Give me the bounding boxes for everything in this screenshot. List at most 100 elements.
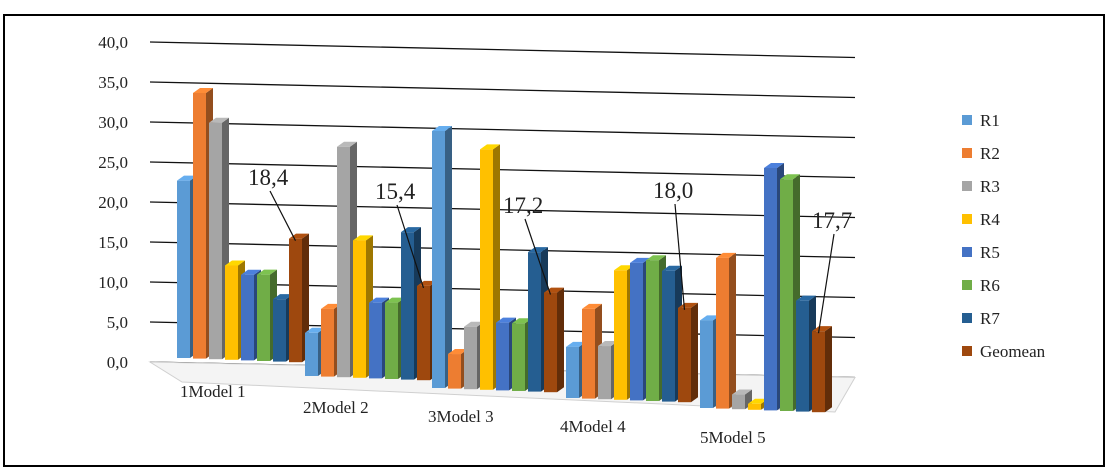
bar — [209, 122, 222, 360]
bar — [385, 302, 398, 379]
bar-top — [764, 163, 784, 169]
bar — [369, 302, 382, 379]
y-tick-label: 20,0 — [98, 193, 128, 212]
gridline — [149, 161, 856, 179]
legend-label: Geomean — [980, 342, 1046, 361]
category-label: 1Model 1 — [180, 382, 246, 401]
bar — [321, 308, 334, 377]
bar — [716, 257, 729, 409]
bar — [464, 326, 477, 390]
gridline — [149, 41, 856, 59]
x-axis: 1Model 1 2Model 2 3Model 3 4Model 4 5Model 5 — [180, 382, 766, 447]
legend-swatch — [962, 115, 972, 125]
bar-top — [528, 247, 548, 253]
bar — [305, 332, 318, 376]
legend-label: R1 — [980, 111, 1000, 130]
bar — [512, 323, 525, 391]
bar — [273, 299, 286, 362]
legend-swatch — [962, 280, 972, 290]
bar — [193, 92, 206, 359]
bar — [582, 308, 595, 399]
bar-top — [646, 255, 666, 261]
bar-top — [193, 87, 213, 93]
bar-side — [445, 126, 452, 388]
legend-swatch — [962, 313, 972, 323]
bar — [496, 322, 509, 391]
legend-label: R5 — [980, 243, 1000, 262]
category-label: 2Model 2 — [303, 398, 369, 417]
bar — [614, 270, 627, 400]
bar — [796, 300, 809, 412]
bar-top — [305, 327, 325, 333]
y-axis: 0,0 5,0 10,0 15,0 20,0 25,0 30,0 35,0 40,0 — [98, 33, 128, 372]
data-label: 15,4 — [375, 179, 416, 204]
bar-top — [480, 144, 500, 150]
bar-side — [825, 326, 832, 413]
bar-top — [369, 297, 389, 303]
leader-line — [396, 204, 425, 289]
gridline — [149, 81, 856, 99]
bar-top — [582, 303, 602, 309]
bar — [544, 292, 557, 393]
bar-top — [448, 349, 468, 355]
bar-top — [512, 318, 532, 324]
y-tick-label: 5,0 — [107, 313, 128, 332]
bar-top — [209, 117, 229, 123]
legend-label: R4 — [980, 210, 1000, 229]
bar — [748, 403, 761, 410]
bar — [780, 179, 793, 411]
y-tick-label: 0,0 — [107, 353, 128, 372]
bar-top — [614, 265, 634, 271]
bar-side — [729, 252, 736, 409]
data-label: 17,2 — [503, 193, 543, 218]
legend-label: R3 — [980, 177, 1000, 196]
bar-top — [225, 260, 245, 266]
leader-line — [817, 233, 835, 334]
bar — [401, 232, 414, 380]
bar-top — [716, 252, 736, 258]
legend-swatch — [962, 181, 972, 191]
category-label: 4Model 4 — [560, 417, 626, 436]
bar — [225, 265, 238, 360]
bar-top — [337, 141, 357, 147]
bar — [353, 240, 366, 378]
y-tick-label: 35,0 — [98, 73, 128, 92]
legend-label: R7 — [980, 309, 1000, 328]
gridline — [149, 201, 856, 219]
bar-top — [796, 295, 816, 301]
y-tick-label: 25,0 — [98, 153, 128, 172]
category-label: 3Model 3 — [428, 407, 494, 426]
bar-top — [566, 341, 586, 347]
bar — [289, 238, 302, 363]
bar-top — [273, 294, 293, 300]
data-labels: 18,4 15,4 17,2 18,0 17,7 — [248, 165, 852, 334]
legend-swatch — [962, 346, 972, 356]
bar — [177, 180, 190, 358]
bar-top — [780, 174, 800, 180]
data-label: 17,7 — [812, 208, 852, 233]
bar-side — [557, 287, 564, 393]
gridline — [149, 241, 856, 259]
bar-side — [691, 302, 698, 403]
bar — [764, 168, 777, 411]
bar-top — [662, 265, 682, 271]
bar-top — [464, 321, 484, 327]
bar-top — [748, 398, 768, 404]
bar-top — [432, 126, 452, 131]
leader-line — [524, 218, 552, 295]
bar-top — [353, 235, 373, 241]
bar — [630, 262, 643, 401]
bar — [480, 149, 493, 390]
bar — [732, 394, 745, 410]
y-tick-label: 15,0 — [98, 233, 128, 252]
bar — [417, 285, 430, 381]
bar — [528, 252, 541, 392]
bar — [337, 146, 350, 378]
leader-line — [674, 203, 686, 310]
bar-top — [401, 227, 421, 233]
bar — [566, 346, 579, 398]
category-label: 5Model 5 — [700, 428, 766, 447]
bars — [177, 87, 832, 413]
leader-line — [269, 190, 297, 241]
y-tick-label: 40,0 — [98, 33, 128, 52]
